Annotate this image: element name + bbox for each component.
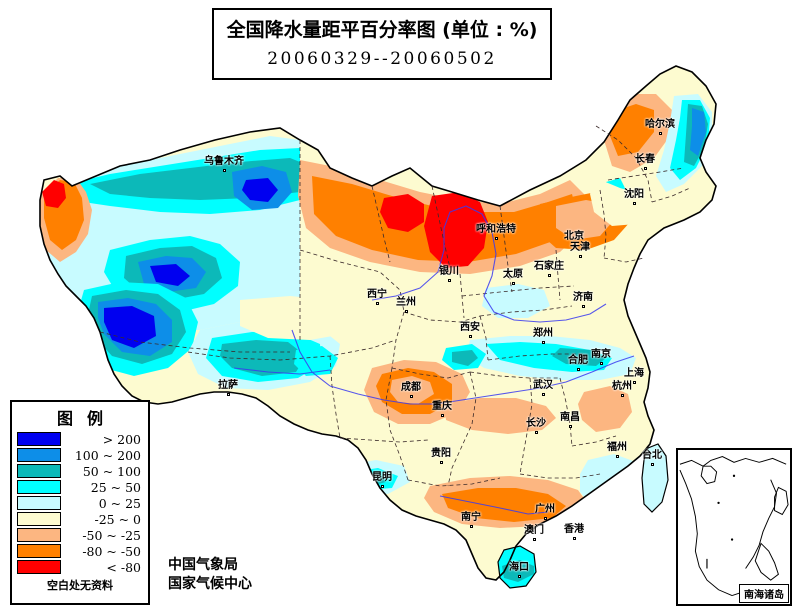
legend-note: 空白处无资料 [47,579,113,592]
hainan-island [497,545,537,589]
legend-row: 25 ~ 50 [12,479,148,495]
legend-row: < -80 [12,559,148,575]
legend-color-swatch [17,448,61,462]
legend-label: -50 ~ -25 [82,527,141,543]
province-borders [99,125,691,487]
legend-color-swatch [17,512,61,526]
south-china-sea-inset: 南海诸岛 [676,448,792,606]
legend-color-swatch [17,560,61,574]
legend-row: -50 ~ -25 [12,527,148,543]
legend-label: -25 ~ 0 [94,511,141,527]
agency-credit: 中国气象局 国家气候中心 [168,556,252,594]
legend-color-swatch [17,464,61,478]
legend-label: -80 ~ -50 [82,543,141,559]
legend-heading: 图例 [56,409,117,428]
credit-line-1: 中国气象局 [168,557,238,573]
legend-color-swatch [17,496,61,510]
date-range: 20060329--20060502 [267,48,497,69]
legend-row: -80 ~ -50 [12,543,148,559]
legend-row: > 200 [12,431,148,447]
legend-rows: > 200 100 ~ 200 50 ~ 100 25 ~ 50 0 ~ 25 -25 ~… [12,431,148,575]
legend-row: 50 ~ 100 [12,463,148,479]
page-title: 全国降水量距平百分率图 (单位 : %) [226,19,538,42]
inset-coastline [678,450,790,604]
legend: 图例 > 200 100 ~ 200 50 ~ 100 25 ~ 50 0 ~ 25 -2… [10,400,150,605]
taiwan-island [641,443,669,513]
legend-color-swatch [17,528,61,542]
legend-label: 25 ~ 50 [90,479,141,495]
legend-row: -25 ~ 0 [12,511,148,527]
legend-label: > 200 [102,431,141,447]
legend-label: 0 ~ 25 [98,495,141,511]
legend-label: < -80 [106,559,141,575]
legend-color-swatch [17,432,61,446]
map-title-box: 全国降水量距平百分率图 (单位 : %) 20060329--20060502 [212,8,552,80]
legend-row: 0 ~ 25 [12,495,148,511]
rivers [233,205,635,515]
legend-label: 100 ~ 200 [74,447,141,463]
inset-label: 南海诸岛 [739,584,789,603]
legend-row: 100 ~ 200 [12,447,148,463]
china-national-border [39,65,717,581]
legend-color-swatch [17,480,61,494]
credit-line-2: 国家气候中心 [168,575,252,592]
legend-label: 50 ~ 100 [82,463,141,479]
legend-color-swatch [17,544,61,558]
